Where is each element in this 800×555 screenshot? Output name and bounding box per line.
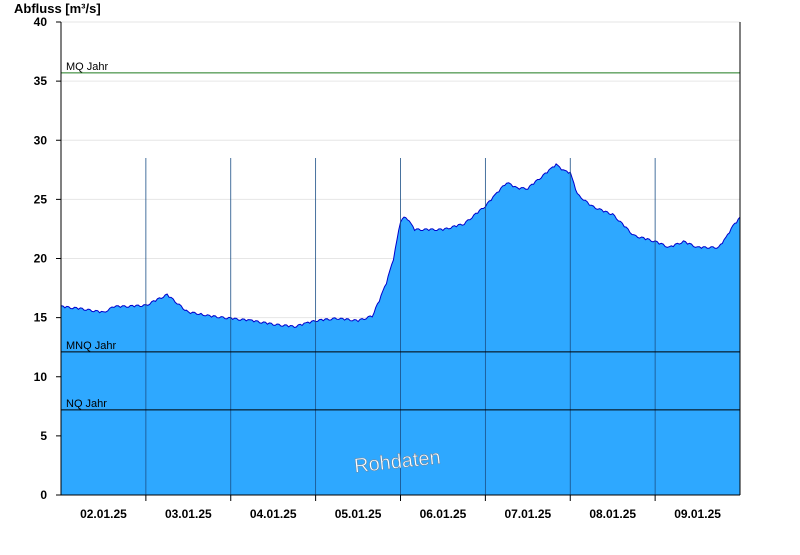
x-tick-label: 03.01.25: [165, 507, 212, 521]
reference-label: NQ Jahr: [66, 398, 107, 410]
y-tick-label: 0: [40, 488, 47, 502]
y-axis-title: Abfluss [m³/s]: [14, 1, 101, 16]
reference-label: MNQ Jahr: [66, 340, 116, 352]
x-tick-label: 04.01.25: [250, 507, 297, 521]
y-tick-label: 30: [34, 133, 48, 147]
y-tick-label: 15: [34, 311, 48, 325]
y-tick-label: 35: [34, 74, 48, 88]
reference-label: MQ Jahr: [66, 61, 109, 73]
x-tick-label: 08.01.25: [589, 507, 636, 521]
x-tick-label: 09.01.25: [674, 507, 721, 521]
x-tick-label: 06.01.25: [420, 507, 467, 521]
y-tick-label: 25: [34, 192, 48, 206]
y-tick-label: 20: [34, 252, 48, 266]
discharge-line: [60, 163, 741, 329]
x-tick-label: 05.01.25: [335, 507, 382, 521]
y-tick-label: 40: [34, 15, 48, 29]
y-tick-label: 10: [34, 370, 48, 384]
x-tick-label: 02.01.25: [80, 507, 127, 521]
y-tick-label: 5: [40, 429, 47, 443]
x-tick-label: 07.01.25: [504, 507, 551, 521]
